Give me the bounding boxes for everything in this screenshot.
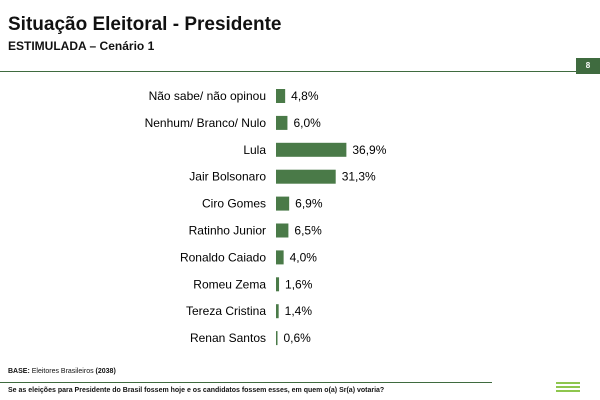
bar xyxy=(276,115,288,130)
category-label: Ratinho Junior xyxy=(189,224,266,238)
bar xyxy=(276,250,284,265)
page-number-badge: 8 xyxy=(576,58,600,74)
data-label: 6,9% xyxy=(295,197,323,211)
base-note: BASE: Eleitores Brasileiros (2038) xyxy=(8,368,116,375)
brand-logo-icon xyxy=(556,382,580,396)
page-subtitle: ESTIMULADA – Cenário 1 xyxy=(8,39,155,53)
category-label: Lula xyxy=(243,143,266,157)
bar xyxy=(276,304,279,319)
data-label: 36,9% xyxy=(352,143,386,157)
bar xyxy=(276,196,290,211)
category-label: Romeu Zema xyxy=(193,277,266,291)
bar xyxy=(276,142,347,157)
category-label: Ronaldo Caiado xyxy=(180,250,266,264)
bar xyxy=(276,223,289,238)
base-text: Eleitores Brasileiros xyxy=(31,368,94,375)
data-label: 0,6% xyxy=(284,331,312,345)
data-label: 4,0% xyxy=(290,250,318,264)
category-label: Jair Bolsonaro xyxy=(189,170,266,184)
survey-question: Se as eleições para Presidente do Brasil… xyxy=(8,387,385,394)
data-label: 6,0% xyxy=(293,116,321,130)
bar xyxy=(276,277,280,292)
base-label: BASE: xyxy=(8,368,30,375)
category-label: Tereza Cristina xyxy=(186,304,266,318)
bar xyxy=(276,169,336,184)
data-label: 1,6% xyxy=(285,277,313,291)
bar xyxy=(276,331,278,346)
data-label: 1,4% xyxy=(285,304,313,318)
base-count: (2038) xyxy=(95,368,116,375)
category-label: Renan Santos xyxy=(190,331,266,345)
bar-chart: Não sabe/ não opinou 4,8% Nenhum/ Branco/ … xyxy=(145,89,387,346)
data-label: 4,8% xyxy=(291,89,319,103)
data-label: 31,3% xyxy=(342,170,376,184)
header-divider xyxy=(0,71,576,72)
footer-divider xyxy=(0,382,492,383)
page-title: Situação Eleitoral - Presidente xyxy=(8,14,282,35)
bar xyxy=(276,89,286,103)
category-label: Ciro Gomes xyxy=(202,197,266,211)
data-label: 6,5% xyxy=(294,224,322,238)
category-label: Nenhum/ Branco/ Nulo xyxy=(145,116,267,130)
category-label: Não sabe/ não opinou xyxy=(149,89,266,103)
